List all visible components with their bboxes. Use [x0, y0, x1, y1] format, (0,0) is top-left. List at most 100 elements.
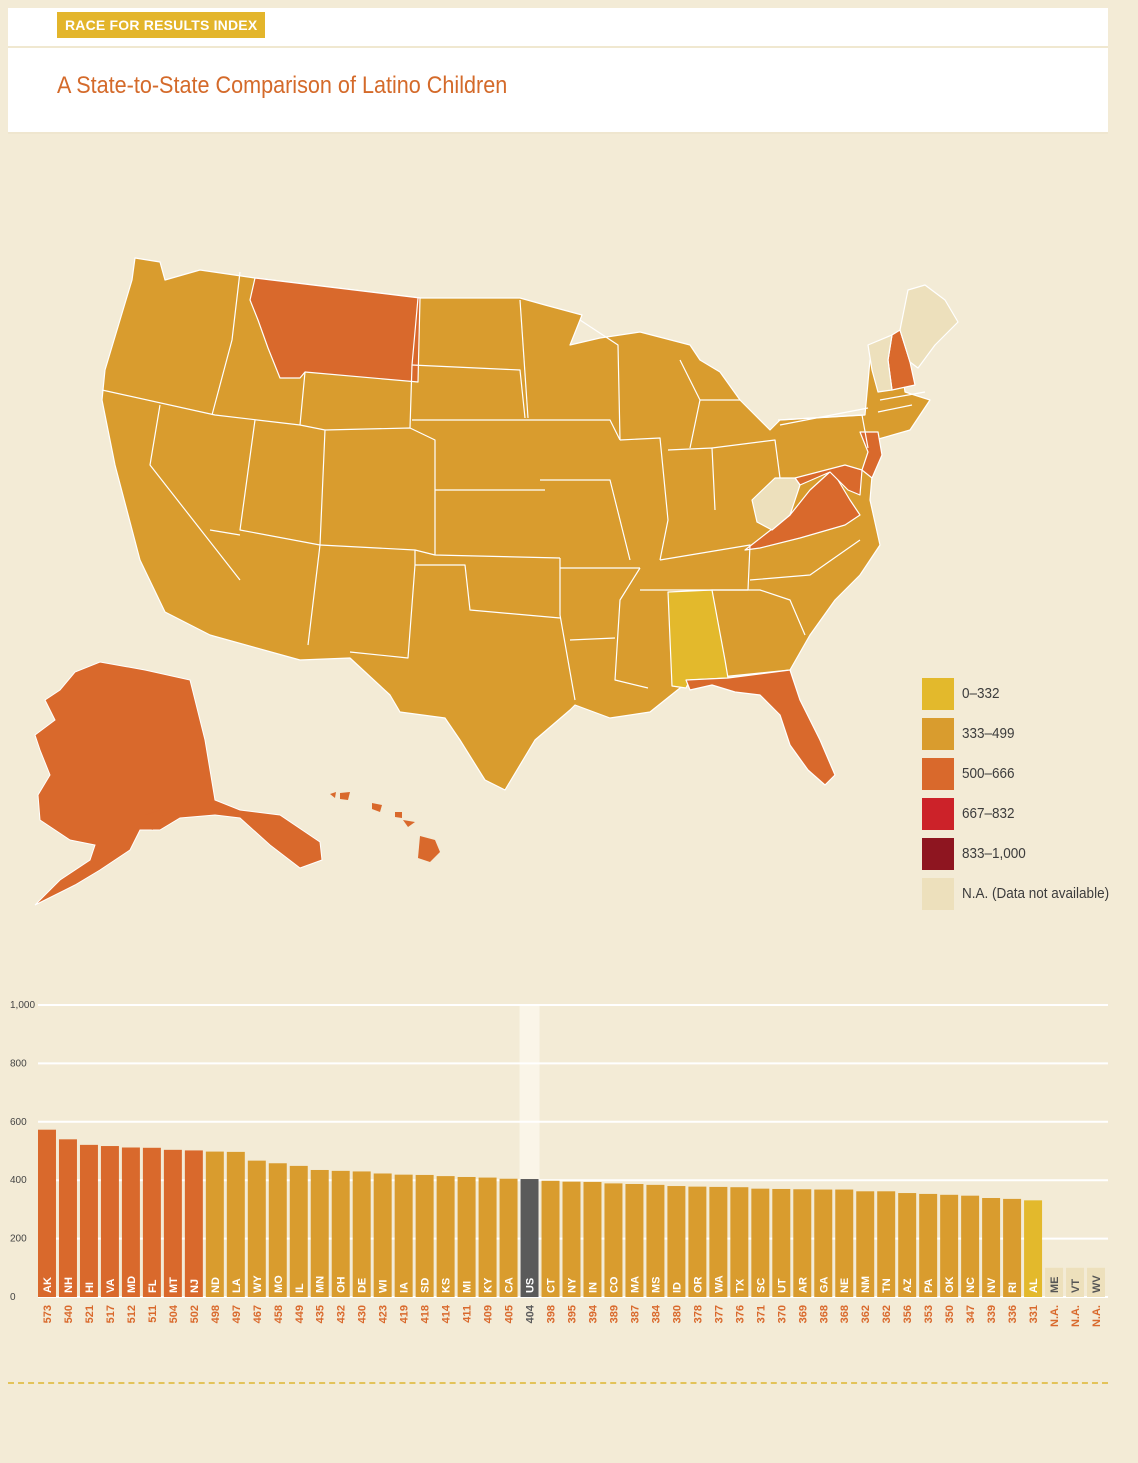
bar-la — [226, 1151, 245, 1297]
legend-swatch-5 — [922, 878, 954, 910]
bar-nh — [58, 1139, 77, 1297]
bar-ne — [835, 1189, 854, 1297]
bar-value-label: N.A. — [1049, 1305, 1061, 1327]
bar-category-label: ND — [210, 1277, 222, 1293]
bar-ak — [38, 1129, 56, 1297]
bar-ny — [562, 1181, 581, 1297]
bar-mt — [163, 1149, 182, 1297]
bar-category-label: FL — [147, 1279, 159, 1293]
bar-value-label: 467 — [252, 1305, 264, 1323]
bar-nd — [205, 1151, 224, 1297]
bar-category-label: US — [525, 1278, 537, 1293]
bar-in — [583, 1181, 602, 1297]
bar-value-label: 414 — [441, 1304, 453, 1323]
bar-mn — [310, 1169, 329, 1297]
bar-value-label: 430 — [357, 1305, 369, 1323]
bar-value-label: 435 — [315, 1305, 327, 1323]
bar-category-label: NC — [965, 1277, 977, 1293]
bar-category-label: NY — [567, 1277, 579, 1293]
bar-pa — [919, 1193, 938, 1297]
bar-ct — [541, 1180, 560, 1297]
map-state-nj — [859, 431, 883, 479]
map-lower48 — [101, 257, 959, 791]
bar-value-label: 377 — [713, 1305, 725, 1323]
bar-il — [289, 1165, 308, 1297]
bar-nv — [982, 1198, 1001, 1297]
bar-tx — [730, 1187, 749, 1297]
legend-swatch-2 — [922, 758, 954, 790]
y-tick-label: 400 — [10, 1175, 27, 1186]
map-state-vt — [867, 334, 893, 393]
bar-category-label: VT — [1070, 1279, 1082, 1293]
bar-value-label: 404 — [525, 1304, 537, 1323]
bar-value-label: 458 — [273, 1305, 285, 1323]
bar-category-label: TN — [881, 1278, 893, 1293]
bar-category-label: MO — [273, 1275, 285, 1293]
map-state-mt — [249, 277, 421, 383]
bar-category-label: IL — [294, 1283, 306, 1293]
bar-value-label: 398 — [546, 1305, 558, 1323]
bar-category-label: WA — [713, 1275, 725, 1293]
bar-category-label: PA — [923, 1278, 935, 1293]
bar-category-label: OR — [692, 1276, 704, 1293]
bar-value-label: 350 — [944, 1305, 956, 1323]
map-ak-island — [145, 810, 165, 830]
legend-swatch-3 — [922, 798, 954, 830]
bar-md — [121, 1147, 140, 1297]
bar-value-label: 418 — [420, 1305, 432, 1323]
bar-category-label: CT — [546, 1278, 558, 1293]
bar-value-label: 511 — [147, 1305, 159, 1323]
bar-value-label: 573 — [42, 1305, 54, 1323]
page-title: A State-to-State Comparison of Latino Ch… — [57, 72, 508, 99]
legend-label-1: 333–499 — [962, 725, 1015, 742]
bar-value-label: 369 — [797, 1305, 809, 1323]
bar-value-label: 356 — [902, 1305, 914, 1323]
bar-value-label: 394 — [587, 1304, 599, 1323]
bar-category-label: NE — [839, 1278, 851, 1293]
bar-value-label: 362 — [881, 1305, 893, 1323]
bar-value-label: 331 — [1028, 1305, 1040, 1323]
y-tick-label: 600 — [10, 1117, 27, 1128]
bar-category-label: WY — [252, 1275, 264, 1293]
bar-category-label: MT — [168, 1277, 180, 1293]
bar-sc — [751, 1188, 770, 1297]
bar-fl — [142, 1147, 161, 1297]
bar-category-label: SC — [755, 1278, 767, 1293]
y-tick-label: 200 — [10, 1234, 27, 1245]
bar-mi — [457, 1176, 476, 1297]
bar-value-label: 504 — [168, 1304, 180, 1323]
map-state-me — [899, 284, 959, 369]
bar-value-label: 540 — [63, 1305, 75, 1323]
bar-nm — [856, 1191, 875, 1297]
bar-value-label: 502 — [189, 1305, 201, 1323]
bar-category-label: SD — [420, 1278, 432, 1293]
bar-category-label: ME — [1049, 1277, 1061, 1294]
bar-value-label: 419 — [399, 1305, 411, 1323]
bar-category-label: CO — [608, 1276, 620, 1293]
bar-category-label: IA — [399, 1282, 411, 1293]
bar-hi — [79, 1144, 98, 1297]
bar-wi — [373, 1173, 392, 1297]
bar-value-label: 353 — [923, 1305, 935, 1323]
bar-category-label: RI — [1007, 1282, 1019, 1293]
bar-category-label: VA — [105, 1278, 117, 1293]
bar-us — [520, 1179, 539, 1297]
bar-value-label: 409 — [483, 1305, 495, 1323]
map-state-wv — [751, 477, 801, 531]
legend-label-4: 833–1,000 — [962, 845, 1026, 862]
map-state-fl — [685, 669, 836, 786]
bar-category-label: MN — [315, 1276, 327, 1293]
bar-category-label: KS — [441, 1278, 453, 1293]
bar-category-label: GA — [818, 1276, 830, 1293]
bar-ma — [625, 1183, 644, 1297]
bar-value-label: 449 — [294, 1305, 306, 1323]
y-tick-label: 800 — [10, 1058, 27, 1069]
y-tick-label: 0 — [10, 1292, 16, 1303]
map-state-borders — [101, 271, 926, 701]
bar-al — [1024, 1200, 1043, 1297]
bar-category-label: DE — [357, 1278, 369, 1293]
bar-category-label: NV — [986, 1277, 998, 1293]
bar-ky — [478, 1177, 497, 1297]
bar-value-label: 380 — [671, 1305, 683, 1323]
